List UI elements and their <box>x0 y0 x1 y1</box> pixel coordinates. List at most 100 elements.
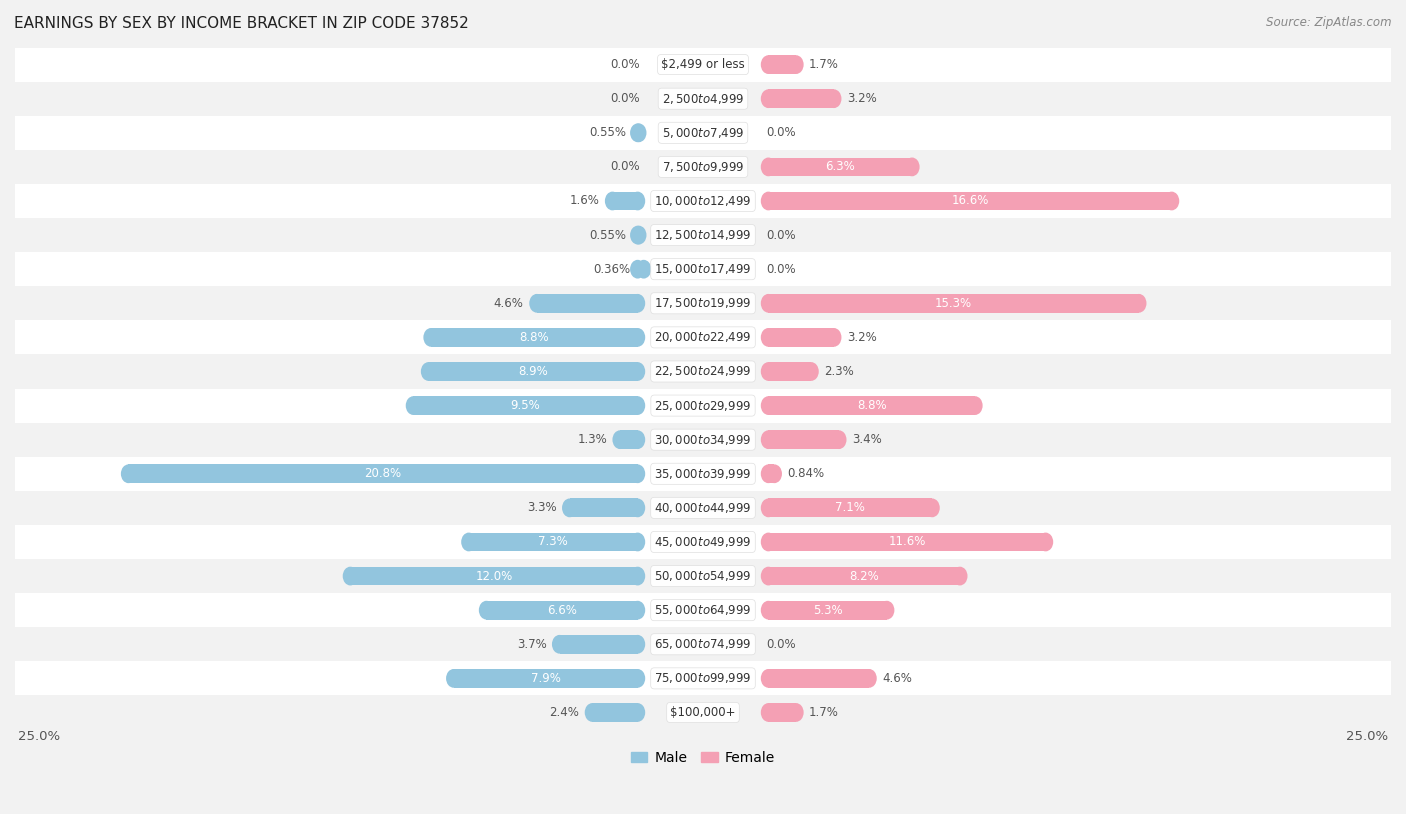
Bar <box>15 422 1391 457</box>
Ellipse shape <box>631 124 647 142</box>
Text: 1.3%: 1.3% <box>578 433 607 446</box>
Bar <box>620 431 638 449</box>
Text: 2.3%: 2.3% <box>824 365 853 378</box>
Text: 0.55%: 0.55% <box>589 126 626 139</box>
Bar <box>768 191 1171 210</box>
Ellipse shape <box>761 532 776 551</box>
Ellipse shape <box>630 260 645 278</box>
Text: 1.7%: 1.7% <box>808 706 839 719</box>
Text: $55,000 to $64,999: $55,000 to $64,999 <box>654 603 752 617</box>
Text: $50,000 to $54,999: $50,000 to $54,999 <box>654 569 752 583</box>
Bar <box>15 457 1391 491</box>
Ellipse shape <box>406 396 420 415</box>
Bar <box>768 362 811 381</box>
Ellipse shape <box>804 362 818 381</box>
Ellipse shape <box>562 498 576 517</box>
Ellipse shape <box>761 55 776 74</box>
Bar <box>768 328 834 347</box>
Ellipse shape <box>761 669 776 688</box>
Text: 6.6%: 6.6% <box>547 604 576 617</box>
Ellipse shape <box>630 635 645 654</box>
Bar <box>768 601 887 619</box>
Text: 8.8%: 8.8% <box>856 399 887 412</box>
Ellipse shape <box>121 465 136 484</box>
Text: $2,499 or less: $2,499 or less <box>661 58 745 71</box>
Text: EARNINGS BY SEX BY INCOME BRACKET IN ZIP CODE 37852: EARNINGS BY SEX BY INCOME BRACKET IN ZIP… <box>14 16 468 31</box>
Bar <box>768 669 869 688</box>
Ellipse shape <box>831 431 846 449</box>
Bar <box>15 81 1391 116</box>
Bar <box>15 116 1391 150</box>
Ellipse shape <box>761 567 776 585</box>
Ellipse shape <box>761 431 776 449</box>
Text: 0.84%: 0.84% <box>787 467 824 480</box>
Text: $25,000 to $29,999: $25,000 to $29,999 <box>654 399 752 413</box>
Ellipse shape <box>630 498 645 517</box>
Text: $75,000 to $99,999: $75,000 to $99,999 <box>654 672 752 685</box>
Bar <box>768 158 912 177</box>
Bar <box>15 661 1391 695</box>
Bar <box>15 47 1391 81</box>
Ellipse shape <box>761 191 776 210</box>
Text: 1.6%: 1.6% <box>569 195 599 208</box>
Bar <box>613 191 638 210</box>
Bar <box>15 628 1391 661</box>
Ellipse shape <box>461 532 477 551</box>
Ellipse shape <box>952 567 967 585</box>
Ellipse shape <box>630 703 645 722</box>
Text: 3.7%: 3.7% <box>516 637 547 650</box>
Bar <box>768 431 839 449</box>
Ellipse shape <box>585 703 600 722</box>
Text: 8.8%: 8.8% <box>519 330 550 344</box>
Text: 1.7%: 1.7% <box>808 58 839 71</box>
Bar <box>128 465 638 484</box>
Bar <box>15 321 1391 354</box>
Text: $35,000 to $39,999: $35,000 to $39,999 <box>654 466 752 481</box>
Ellipse shape <box>862 669 877 688</box>
Ellipse shape <box>630 225 645 244</box>
Text: 25.0%: 25.0% <box>18 730 60 743</box>
Ellipse shape <box>605 191 620 210</box>
Ellipse shape <box>789 703 804 722</box>
Ellipse shape <box>766 465 782 484</box>
Ellipse shape <box>630 362 645 381</box>
Bar <box>15 525 1391 559</box>
Bar <box>15 150 1391 184</box>
Text: 20.8%: 20.8% <box>364 467 402 480</box>
Ellipse shape <box>1038 532 1053 551</box>
Bar <box>768 294 1139 313</box>
Bar <box>350 567 638 585</box>
Bar <box>768 532 1046 551</box>
Text: $30,000 to $34,999: $30,000 to $34,999 <box>654 433 752 447</box>
Text: 9.5%: 9.5% <box>510 399 540 412</box>
Bar <box>768 498 932 517</box>
Bar <box>15 184 1391 218</box>
Bar <box>768 90 834 108</box>
Ellipse shape <box>420 362 436 381</box>
Bar <box>768 55 796 74</box>
Ellipse shape <box>479 601 494 619</box>
Ellipse shape <box>761 294 776 313</box>
Ellipse shape <box>827 90 841 108</box>
Ellipse shape <box>630 328 645 347</box>
Ellipse shape <box>630 294 645 313</box>
Ellipse shape <box>1164 191 1180 210</box>
Ellipse shape <box>613 431 627 449</box>
Ellipse shape <box>761 158 776 177</box>
Bar <box>768 465 775 484</box>
Bar <box>560 635 638 654</box>
Text: 0.0%: 0.0% <box>610 160 640 173</box>
Text: 7.9%: 7.9% <box>530 672 561 685</box>
Text: 3.4%: 3.4% <box>852 433 882 446</box>
Ellipse shape <box>630 465 645 484</box>
Text: 0.0%: 0.0% <box>766 637 796 650</box>
Ellipse shape <box>761 465 776 484</box>
Text: 0.0%: 0.0% <box>766 126 796 139</box>
Text: 0.0%: 0.0% <box>766 263 796 276</box>
Text: 5.3%: 5.3% <box>813 604 842 617</box>
Ellipse shape <box>630 191 645 210</box>
Bar <box>15 559 1391 593</box>
Ellipse shape <box>631 225 647 244</box>
Bar <box>15 218 1391 252</box>
Text: 16.6%: 16.6% <box>952 195 988 208</box>
